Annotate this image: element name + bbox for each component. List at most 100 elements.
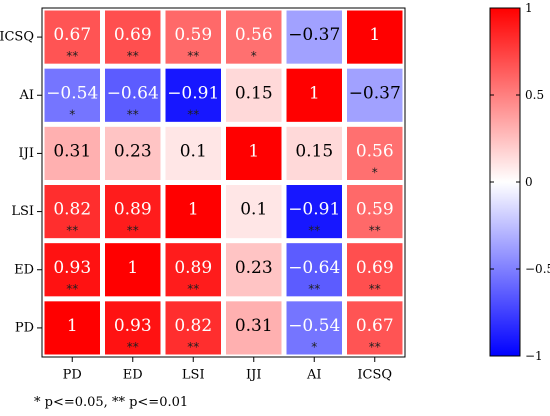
heatmap-cell bbox=[44, 185, 100, 239]
heatmap-cell bbox=[165, 126, 221, 180]
cell-value-label: 0.15 bbox=[295, 141, 333, 161]
y-tick-label: PD bbox=[15, 320, 34, 335]
heatmap-cell bbox=[347, 301, 403, 355]
heatmap-cell bbox=[165, 185, 221, 239]
heatmap-cell bbox=[105, 126, 161, 180]
cell-value-label: −0.91 bbox=[288, 200, 340, 220]
significance-marker: ** bbox=[66, 282, 78, 296]
y-tick-label: ED bbox=[14, 262, 34, 277]
heatmap-cell bbox=[44, 68, 100, 122]
cell-value-label: −0.64 bbox=[107, 83, 159, 103]
cell-value-label: 0.23 bbox=[235, 258, 273, 278]
heatmap-cell bbox=[44, 243, 100, 297]
significance-marker: ** bbox=[187, 49, 199, 63]
x-axis-ticks: PD ED LSI IJI AI ICSQ bbox=[63, 357, 392, 383]
significance-marker: ** bbox=[66, 224, 78, 238]
colorbar-tick-label: 1 bbox=[525, 1, 533, 15]
significance-marker: ** bbox=[369, 282, 381, 296]
significance-marker: ** bbox=[369, 224, 381, 238]
heatmap-cell bbox=[226, 185, 282, 239]
cell-value-label: −0.37 bbox=[288, 25, 340, 45]
heatmap-cell bbox=[226, 126, 282, 180]
significance-footnote: * p<=0.05, ** p<=0.01 bbox=[34, 395, 189, 410]
cell-value-label: 0.82 bbox=[53, 200, 91, 220]
significance-marker: ** bbox=[127, 107, 139, 121]
cell-value-label: 0.1 bbox=[240, 200, 267, 220]
y-tick-label: LSI bbox=[11, 204, 34, 219]
heatmap-cell bbox=[347, 185, 403, 239]
heatmap-cell bbox=[105, 10, 161, 64]
significance-marker: ** bbox=[127, 224, 139, 238]
significance-marker: ** bbox=[187, 282, 199, 296]
cell-value-label: 0.89 bbox=[114, 200, 152, 220]
heatmap-cell bbox=[165, 243, 221, 297]
heatmap-value-labels: 0.67 ** 0.69 ** 0.59 ** 0.56 * −0.37 1 −0.54 * −0.64… bbox=[46, 25, 401, 354]
significance-marker: ** bbox=[66, 49, 78, 63]
cell-value-label: 0.15 bbox=[235, 83, 273, 103]
cell-value-label: 0.31 bbox=[235, 316, 273, 336]
cell-value-label: 0.89 bbox=[174, 258, 212, 278]
y-tick-label: AI bbox=[18, 88, 34, 103]
heatmap-cell bbox=[44, 126, 100, 180]
cell-value-label: 0.23 bbox=[114, 141, 152, 161]
cell-value-label: 0.56 bbox=[235, 25, 273, 45]
heatmap-cell bbox=[226, 301, 282, 355]
colorbar-tick-label: 0.5 bbox=[525, 88, 544, 102]
cell-value-label: 0.93 bbox=[114, 316, 152, 336]
heatmap-cell bbox=[286, 185, 342, 239]
colorbar-tick-label: −0.5 bbox=[525, 262, 550, 276]
colorbar-ticks: 1 0.5 0 −0.5 −1 bbox=[490, 1, 550, 363]
cell-value-label: −0.37 bbox=[349, 83, 401, 103]
significance-marker: ** bbox=[369, 340, 381, 354]
colorbar-tick-label: −1 bbox=[525, 349, 543, 363]
heatmap-cell bbox=[165, 68, 221, 122]
significance-marker: * bbox=[372, 166, 378, 180]
x-tick-label: ICSQ bbox=[357, 368, 392, 383]
heatmap-cell bbox=[105, 68, 161, 122]
cell-value-label: 0.59 bbox=[174, 25, 212, 45]
cell-value-label: 1 bbox=[309, 83, 320, 103]
x-tick-label: ED bbox=[123, 368, 143, 383]
heatmap-cell bbox=[347, 10, 403, 64]
cell-value-label: 0.67 bbox=[356, 316, 394, 336]
heatmap-cell bbox=[286, 126, 342, 180]
heatmap-cell bbox=[226, 243, 282, 297]
x-tick-label: LSI bbox=[182, 368, 205, 383]
cell-value-label: 0.67 bbox=[53, 25, 91, 45]
cell-value-label: 0.82 bbox=[174, 316, 212, 336]
significance-marker: * bbox=[251, 49, 257, 63]
cell-value-label: −0.91 bbox=[167, 83, 219, 103]
significance-marker: * bbox=[311, 340, 317, 354]
significance-marker: ** bbox=[187, 107, 199, 121]
y-tick-label: IJI bbox=[19, 146, 34, 161]
heatmap-cell bbox=[286, 68, 342, 122]
cell-value-label: 1 bbox=[127, 258, 138, 278]
cell-value-label: 0.56 bbox=[356, 141, 394, 161]
cell-value-label: 0.59 bbox=[356, 200, 394, 220]
cell-value-label: 0.69 bbox=[114, 25, 152, 45]
heatmap-cell bbox=[347, 68, 403, 122]
heatmap-cell bbox=[286, 301, 342, 355]
heatmap-cell bbox=[226, 10, 282, 64]
heatmap-cell bbox=[44, 10, 100, 64]
heatmap-cell bbox=[286, 243, 342, 297]
significance-marker: ** bbox=[127, 340, 139, 354]
y-tick-label: ICSQ bbox=[0, 30, 34, 45]
x-tick-label: PD bbox=[63, 368, 82, 383]
colorbar-tick-label: 0 bbox=[525, 175, 533, 189]
heatmap-cell bbox=[105, 185, 161, 239]
cell-value-label: 0.1 bbox=[180, 141, 207, 161]
heatmap-cell bbox=[226, 68, 282, 122]
heatmap-cell bbox=[44, 301, 100, 355]
cell-value-label: 1 bbox=[369, 25, 380, 45]
cell-value-label: −0.54 bbox=[288, 316, 340, 336]
cell-value-label: −0.54 bbox=[46, 83, 98, 103]
plot-frame bbox=[41, 7, 406, 358]
heatmap-cell bbox=[347, 126, 403, 180]
cell-value-label: 1 bbox=[248, 141, 259, 161]
significance-marker: ** bbox=[187, 340, 199, 354]
heatmap-cell bbox=[286, 10, 342, 64]
heatmap-cell bbox=[347, 243, 403, 297]
y-axis-ticks: ICSQ AI IJI LSI ED PD bbox=[0, 30, 42, 335]
